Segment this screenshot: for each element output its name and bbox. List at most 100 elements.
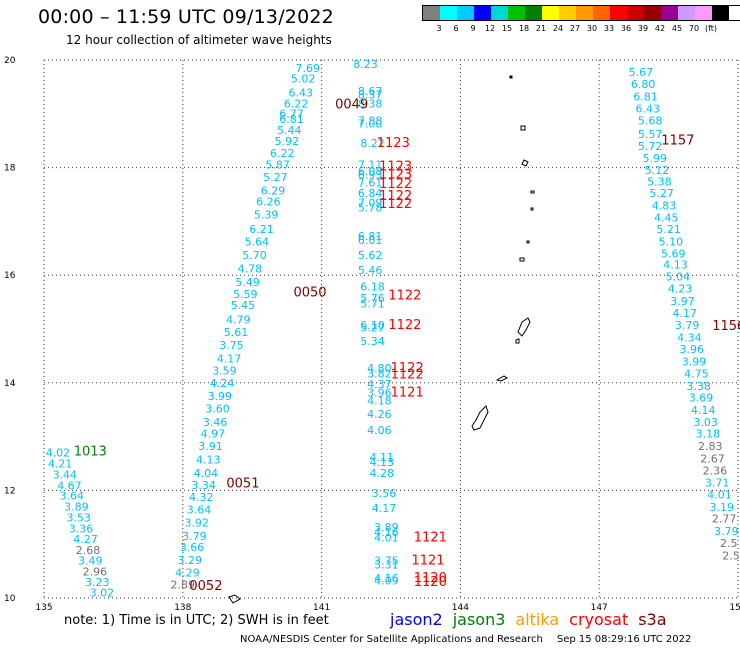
pass-time-label: 1122 bbox=[391, 367, 424, 382]
legend-label: 45 bbox=[671, 24, 683, 33]
island-anatahan bbox=[519, 257, 525, 262]
wave-height-label: 4.79 bbox=[226, 314, 251, 327]
island-alamagan bbox=[530, 190, 535, 194]
island-sarigan bbox=[526, 240, 530, 244]
wave-height-label: 3.53 bbox=[66, 512, 91, 525]
wave-height-label: 3.75 bbox=[374, 555, 399, 568]
pass-time-label: 1121 bbox=[414, 531, 447, 546]
wave-height-label: 5.71 bbox=[360, 297, 385, 310]
pass-time-label: 1122 bbox=[379, 189, 412, 204]
map-subtitle: 12 hour collection of altimeter wave hei… bbox=[66, 33, 332, 47]
wave-height-label: 3.99 bbox=[208, 390, 233, 403]
legend-label: 18 bbox=[518, 24, 530, 33]
wave-height-label: 4.29 bbox=[175, 566, 200, 579]
wave-height-label: 5.21 bbox=[656, 223, 681, 236]
wave-height-label: 5.72 bbox=[638, 140, 663, 153]
legend-swatch bbox=[457, 6, 474, 20]
legend-swatch bbox=[644, 6, 661, 20]
island-pajaros bbox=[509, 75, 513, 79]
wave-height-label: 3.97 bbox=[670, 295, 695, 308]
x-tick-label: 150 bbox=[729, 603, 740, 613]
map-axis-ticks: 135 138 141 144 147 150 10 12 14 16 18 20 bbox=[4, 56, 740, 613]
legend-label: 24 bbox=[552, 24, 564, 33]
wave-height-label: 3.79 bbox=[675, 319, 700, 332]
map-grid bbox=[43, 59, 739, 599]
wave-height-label: 4.02 bbox=[46, 447, 71, 460]
wave-height-label: 4.21 bbox=[48, 457, 73, 470]
pass-time-label: 1121 bbox=[411, 554, 444, 569]
wave-height-label: 5.49 bbox=[235, 276, 260, 289]
legend-label: 3 bbox=[436, 24, 442, 33]
wave-height-label: 4.78 bbox=[238, 263, 263, 276]
wave-height-label: 4.23 bbox=[668, 282, 693, 295]
legend-label: 42 bbox=[654, 24, 666, 33]
legend-swatch bbox=[474, 6, 491, 20]
wave-height-label: 2.96 bbox=[83, 565, 108, 578]
wave-height-label: 3.31 bbox=[374, 558, 399, 571]
island-agrihan bbox=[520, 125, 526, 131]
wave-height-label: 3.44 bbox=[53, 469, 78, 482]
wave-height-label: 4.16 bbox=[374, 572, 399, 585]
wave-height-label: 3.38 bbox=[686, 380, 711, 393]
wave-height-label: 6.18 bbox=[360, 280, 385, 293]
legend-swatch bbox=[559, 6, 576, 20]
wave-height-label: 4.17 bbox=[217, 352, 242, 365]
wave-height-label: 3.36 bbox=[69, 522, 94, 535]
wave-height-label: 6.84 bbox=[358, 187, 383, 200]
wave-height-label: 4.04 bbox=[194, 467, 219, 480]
island-pagan bbox=[521, 159, 529, 167]
wave-height-label: 3.89 bbox=[64, 500, 89, 513]
wave-height-label: 5.10 bbox=[659, 236, 684, 249]
wave-height-label: 4.75 bbox=[684, 367, 709, 380]
pass-time-label: 0050 bbox=[293, 286, 326, 301]
pass-time-label: 0052 bbox=[189, 579, 222, 594]
wave-height-label: 5.99 bbox=[642, 152, 667, 165]
wave-height-label: 3.64 bbox=[187, 504, 212, 517]
legend-label: 39 bbox=[637, 24, 649, 33]
wave-height-label: 5.27 bbox=[263, 171, 288, 184]
wave-height-label: 4.14 bbox=[691, 404, 716, 417]
wave-height-label: 3.46 bbox=[203, 416, 228, 429]
legend-label: 33 bbox=[603, 24, 615, 33]
wave-height-label: 6.01 bbox=[358, 234, 383, 247]
wave-height-label: 2.5 bbox=[720, 537, 738, 550]
wave-height-label: 6.22 bbox=[270, 147, 295, 160]
wave-height-label: 2.77 bbox=[712, 513, 737, 526]
island-saipan bbox=[517, 317, 531, 337]
wave-height-label: 6.81 bbox=[633, 90, 658, 103]
x-tick-label: 138 bbox=[174, 603, 191, 613]
x-tick-label: 144 bbox=[452, 603, 469, 613]
wave-height-label: 5.62 bbox=[358, 249, 383, 262]
legend-swatch bbox=[508, 6, 525, 20]
legend-swatch bbox=[695, 6, 712, 20]
legend-swatch bbox=[712, 6, 729, 20]
wave-height-label: 7.00 bbox=[358, 117, 383, 130]
wave-height-label: 2.5 bbox=[722, 549, 740, 562]
color-legend: 3 6 9 12 15 18 21 24 27 30 33 36 39 42 45 70 (ft) bbox=[422, 5, 740, 35]
x-tick-label: 141 bbox=[313, 603, 330, 613]
island-rota bbox=[495, 375, 508, 382]
wave-height-label: 4.13 bbox=[196, 454, 221, 467]
y-tick-label: 10 bbox=[4, 594, 16, 604]
wave-height-label: 3.60 bbox=[205, 402, 230, 415]
wave-height-label: 3.79 bbox=[714, 525, 739, 538]
satellite-jason2: jason2 bbox=[390, 610, 443, 629]
wave-height-label: 6.43 bbox=[289, 87, 314, 100]
y-tick-label: 20 bbox=[4, 56, 16, 66]
pass-time-label: 1122 bbox=[388, 288, 421, 303]
wave-height-label: 3.18 bbox=[696, 428, 721, 441]
wave-height-label: 4.26 bbox=[367, 408, 392, 421]
wave-height-label: 3.96 bbox=[367, 386, 392, 399]
wave-height-label: 3.49 bbox=[78, 555, 103, 568]
wave-height-label: 4.37 bbox=[367, 378, 392, 391]
wave-height-label: 5.70 bbox=[242, 249, 267, 262]
footer-note: note: 1) Time is in UTC; 2) SWH is in fe… bbox=[64, 613, 329, 628]
wave-height-label: 4.09 bbox=[374, 575, 399, 588]
credit-timestamp: Sep 15 08:29:16 UTC 2022 bbox=[556, 634, 692, 645]
legend-swatch bbox=[440, 6, 457, 20]
wave-height-label: 6.81 bbox=[279, 113, 304, 126]
legend-label: 15 bbox=[501, 24, 513, 33]
color-legend-labels: 3 6 9 12 15 18 21 24 27 30 33 36 39 42 45 70 (ft) bbox=[422, 21, 740, 35]
